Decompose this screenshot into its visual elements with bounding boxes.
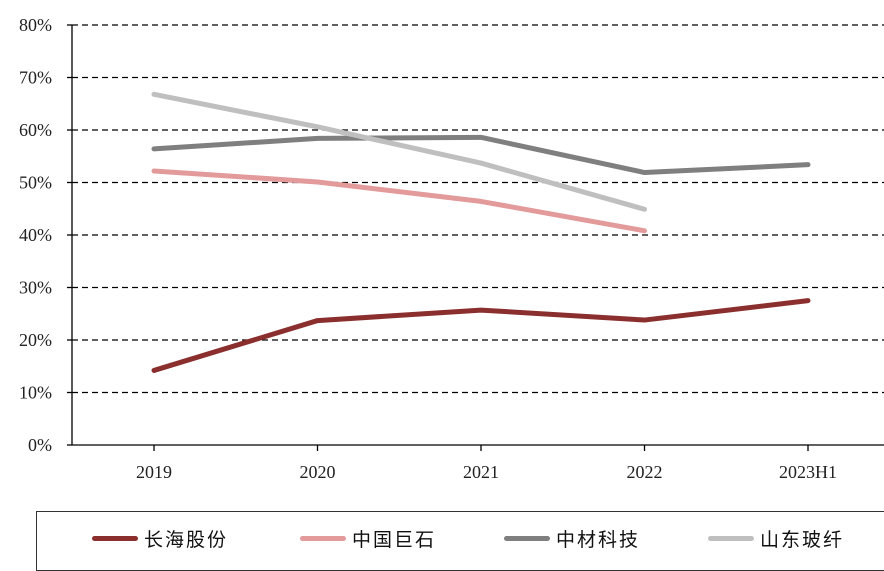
gridlines bbox=[72, 24, 884, 394]
legend-label-1: 长海股份 bbox=[144, 528, 229, 551]
legend-swatch-1 bbox=[92, 535, 138, 541]
legend-label-4: 山东玻纤 bbox=[760, 528, 845, 551]
y-tick-label: 50% bbox=[19, 173, 52, 193]
y-axis-tick-labels: 0% 10% 20% 30% 40% 50% 60% 70% 80% bbox=[19, 15, 52, 455]
y-tick-label: 80% bbox=[19, 15, 52, 35]
series-line-4 bbox=[151, 91, 647, 212]
x-tick-label: 2019 bbox=[136, 462, 172, 482]
series-lines bbox=[151, 91, 811, 373]
line-chart: 0%10%20%30%40%50%60%70%80% 2019 2020 2021 2… bbox=[19, 15, 884, 482]
series-line-3 bbox=[151, 134, 811, 176]
legend-swatch-3 bbox=[504, 535, 550, 541]
x-tick-label: 2020 bbox=[300, 462, 336, 482]
legend-item-3: 中材科技 bbox=[504, 526, 641, 551]
legend: 长海股份 中国巨石 中材科技 山东玻纤 bbox=[36, 511, 884, 571]
y-tick-label: 30% bbox=[19, 278, 52, 298]
series-line-2 bbox=[151, 168, 647, 234]
legend-label-3: 中材科技 bbox=[556, 528, 641, 551]
legend-swatch-4 bbox=[708, 535, 754, 541]
legend-item-4: 山东玻纤 bbox=[708, 526, 845, 551]
y-tick-label: 0% bbox=[28, 435, 52, 455]
x-tick-label: 2021 bbox=[463, 462, 499, 482]
legend-label-2: 中国巨石 bbox=[352, 528, 437, 551]
legend-swatch-2 bbox=[300, 535, 346, 541]
series-line-1 bbox=[151, 298, 811, 373]
y-tick-label: 60% bbox=[19, 120, 52, 140]
y-tick-label: 20% bbox=[19, 330, 52, 350]
y-tick-label: 70% bbox=[19, 68, 52, 88]
x-tick-label: 2023H1 bbox=[779, 462, 837, 482]
y-tick-label: 10% bbox=[19, 383, 52, 403]
axes bbox=[67, 24, 884, 451]
x-axis-tick-labels: 2019 2020 2021 2022 2023H1 bbox=[136, 462, 837, 482]
legend-item-2: 中国巨石 bbox=[300, 526, 437, 551]
legend-item-1: 长海股份 bbox=[92, 526, 229, 551]
y-tick-label: 40% bbox=[19, 225, 52, 245]
x-tick-label: 2022 bbox=[627, 462, 663, 482]
